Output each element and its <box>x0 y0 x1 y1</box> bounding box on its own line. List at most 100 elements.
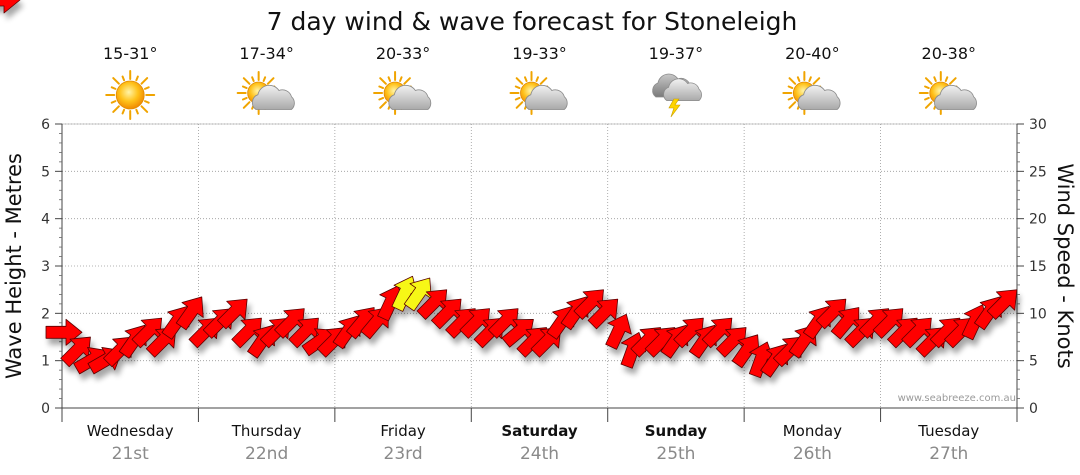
day-name: Saturday <box>501 422 578 440</box>
cloud-shape <box>524 84 568 110</box>
sun-ray <box>112 105 120 113</box>
right-tick-label: 15 <box>1029 259 1047 275</box>
wind-arrow <box>901 317 932 349</box>
wind-arrow <box>701 317 733 349</box>
wind-arrow <box>60 336 91 368</box>
wind-arrow <box>673 317 704 349</box>
wind-arrow <box>573 289 604 320</box>
sun-icon <box>105 70 156 120</box>
day-date: 24th <box>520 444 559 464</box>
left-tick-label: 3 <box>41 259 50 275</box>
sun-ray <box>251 76 255 82</box>
wind-arrow <box>459 308 490 339</box>
day-temp: 15-31° <box>103 44 158 63</box>
wind-arrow <box>175 296 204 331</box>
day-date: 26th <box>793 444 832 464</box>
sun-icon-body <box>105 70 156 120</box>
left-axis-label: Wave Height - Metres <box>2 153 26 379</box>
right-tick-label: 30 <box>1029 117 1047 133</box>
watermark: www.seabreeze.com.au <box>898 393 1016 404</box>
sun-ray <box>266 77 275 85</box>
sun-ray <box>140 105 149 113</box>
cloud-icon <box>524 84 568 110</box>
sun-ray <box>788 77 797 85</box>
sun-ray <box>262 76 267 82</box>
partly-cloudy-icon <box>782 71 841 115</box>
day-temp: 20-33° <box>376 44 431 63</box>
left-tick-label: 6 <box>41 117 50 133</box>
right-tick-label: 5 <box>1029 354 1038 370</box>
day-temp: 20-38° <box>922 44 977 63</box>
wind-arrow <box>416 289 448 320</box>
sun-ray <box>924 101 933 109</box>
sun-ray <box>515 101 524 109</box>
sun-ray <box>924 85 930 90</box>
sun-ray <box>924 77 933 85</box>
sun-ray <box>135 75 139 82</box>
day-name: Friday <box>380 422 426 440</box>
wind-arrow <box>587 298 619 330</box>
lightning-icon <box>668 98 681 118</box>
day-name: Monday <box>783 422 842 440</box>
day-date: 21st <box>112 444 149 464</box>
day-name: Thursday <box>231 422 302 440</box>
sun-ray <box>787 96 794 101</box>
sun-ray <box>788 101 797 109</box>
day-date: 22nd <box>245 444 288 464</box>
wind-arrow <box>815 298 847 330</box>
right-tick-label: 10 <box>1029 306 1047 322</box>
sun-ray <box>933 76 937 82</box>
cloud-icon <box>797 84 841 110</box>
cloud-shape <box>252 84 295 110</box>
sun-ray <box>948 77 957 85</box>
wind-arrow <box>487 308 519 339</box>
sun-disc <box>115 80 145 110</box>
cloud-icon <box>934 84 977 110</box>
cloud-shape <box>388 84 432 110</box>
cloud-shape <box>797 84 841 110</box>
right-axis-label: Wind Speed - Knots <box>1053 163 1077 368</box>
day-name: Wednesday <box>87 422 174 440</box>
wind-arrow <box>217 298 248 330</box>
sun-ray <box>378 85 385 90</box>
wind-arrow <box>986 289 1018 320</box>
sun-ray <box>241 96 248 101</box>
partly-cloudy-icon <box>236 71 295 115</box>
sun-ray <box>379 77 387 85</box>
day-temp: 19-33° <box>512 44 567 63</box>
sun-ray <box>379 101 387 109</box>
sun-ray <box>110 100 117 104</box>
sun-ray <box>787 85 794 90</box>
sun-ray <box>143 100 150 104</box>
cloud-icon <box>388 84 432 110</box>
wind-arrow <box>830 307 860 340</box>
sun-ray <box>399 76 403 82</box>
wind-arrow <box>605 313 632 350</box>
sun-ray <box>514 85 521 90</box>
wind-arrow <box>288 317 319 349</box>
sun-ray <box>515 77 524 85</box>
sun-ray <box>242 101 251 109</box>
partly-cloudy-icon <box>509 71 568 115</box>
chart-title: 7 day wind & wave forecast for Stoneleig… <box>267 7 798 36</box>
wind-arrow <box>731 334 760 369</box>
wind-arrow <box>274 308 305 339</box>
cloud-icon <box>663 78 702 101</box>
sun-ray <box>387 76 392 82</box>
wind-arrow <box>403 277 432 312</box>
partly-cloudy-icon <box>373 71 432 115</box>
sun-ray <box>121 75 126 82</box>
wind-arrow <box>231 317 262 349</box>
sun-ray <box>242 77 251 85</box>
day-date: 23rd <box>384 444 423 464</box>
sun-ray <box>808 76 812 82</box>
left-tick-label: 1 <box>41 354 50 370</box>
right-tick-label: 0 <box>1029 401 1038 417</box>
wind-arrow <box>131 317 163 349</box>
day-date: 25th <box>656 444 695 464</box>
wind-arrow <box>0 0 21 14</box>
left-tick-label: 5 <box>41 164 50 180</box>
sun-ray <box>378 96 385 101</box>
day-date: 27th <box>929 444 968 464</box>
